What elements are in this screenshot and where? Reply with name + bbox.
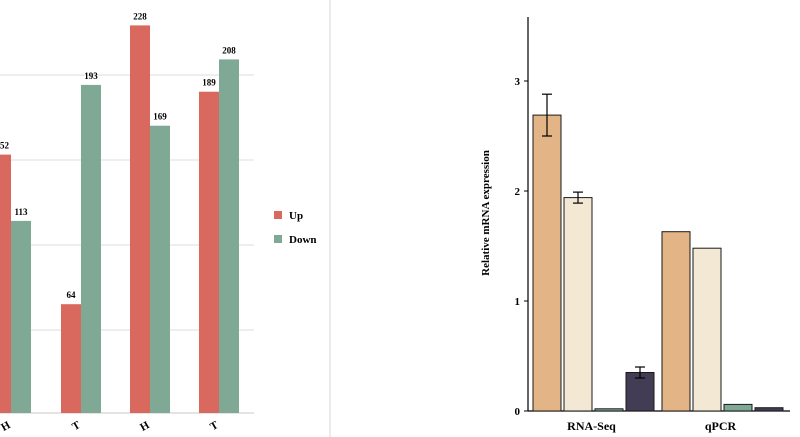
data-label: 189 bbox=[202, 78, 216, 88]
right-chart-tick-labels: 0 1 2 3 RNA-Seq qPCR bbox=[515, 76, 737, 433]
x-tick-label-2: qPCR bbox=[705, 419, 737, 433]
x-tick-label: T bbox=[208, 419, 221, 433]
data-label: 228 bbox=[133, 11, 147, 21]
bar-2-3 bbox=[723, 403, 753, 412]
right-chart-error-bars bbox=[542, 93, 645, 379]
bar-up-3 bbox=[130, 25, 150, 414]
data-label: 113 bbox=[14, 207, 28, 217]
legend-swatch-up bbox=[274, 211, 282, 219]
data-label: 64 bbox=[67, 290, 77, 300]
left-chart-legend: Up Down bbox=[274, 210, 317, 246]
x-tick-label-1: RNA-Seq bbox=[567, 419, 616, 433]
right-chart-ylabel: Relative mRNA expression bbox=[480, 150, 492, 276]
bar-1-3 bbox=[594, 408, 624, 412]
bar-down-1 bbox=[11, 220, 31, 413]
left-chart-value-labels: 52 113 64 193 228 169 189 208 bbox=[0, 11, 236, 300]
data-label: 208 bbox=[222, 45, 236, 55]
data-label: 52 bbox=[0, 141, 10, 151]
y-tick-label: 2 bbox=[515, 186, 521, 198]
y-tick-label: 3 bbox=[515, 76, 521, 88]
legend-label-down: Down bbox=[289, 234, 317, 246]
bar-up-2 bbox=[61, 304, 81, 413]
bar-down-3 bbox=[150, 125, 170, 413]
data-label: 169 bbox=[153, 112, 167, 122]
bar-up-4 bbox=[199, 91, 219, 413]
x-tick-label: H bbox=[0, 419, 13, 434]
right-chart-bars bbox=[532, 114, 784, 412]
bar-1-2 bbox=[563, 197, 593, 412]
bar-2-1 bbox=[661, 231, 691, 412]
legend-swatch-down bbox=[274, 235, 282, 243]
x-tick-label: T bbox=[70, 419, 83, 433]
x-tick-label: H bbox=[138, 419, 152, 434]
bar-1-1 bbox=[532, 114, 562, 412]
left-bar-chart: 52 113 64 193 228 169 189 208 H T H T Up Down bbox=[0, 11, 317, 434]
y-tick-label: 1 bbox=[515, 296, 521, 308]
bar-up-1 bbox=[0, 154, 11, 413]
bar-2-2 bbox=[692, 247, 722, 412]
bar-down-4 bbox=[219, 59, 239, 414]
y-tick-label: 0 bbox=[515, 406, 521, 418]
bar-2-4 bbox=[754, 407, 784, 412]
right-bar-chart: 0 1 2 3 RNA-Seq qPCR Relative mRNA expression bbox=[480, 17, 790, 433]
legend-label-up: Up bbox=[289, 210, 303, 222]
left-chart-bars bbox=[0, 25, 239, 414]
bar-down-2 bbox=[81, 84, 101, 414]
data-label: 193 bbox=[84, 71, 98, 81]
